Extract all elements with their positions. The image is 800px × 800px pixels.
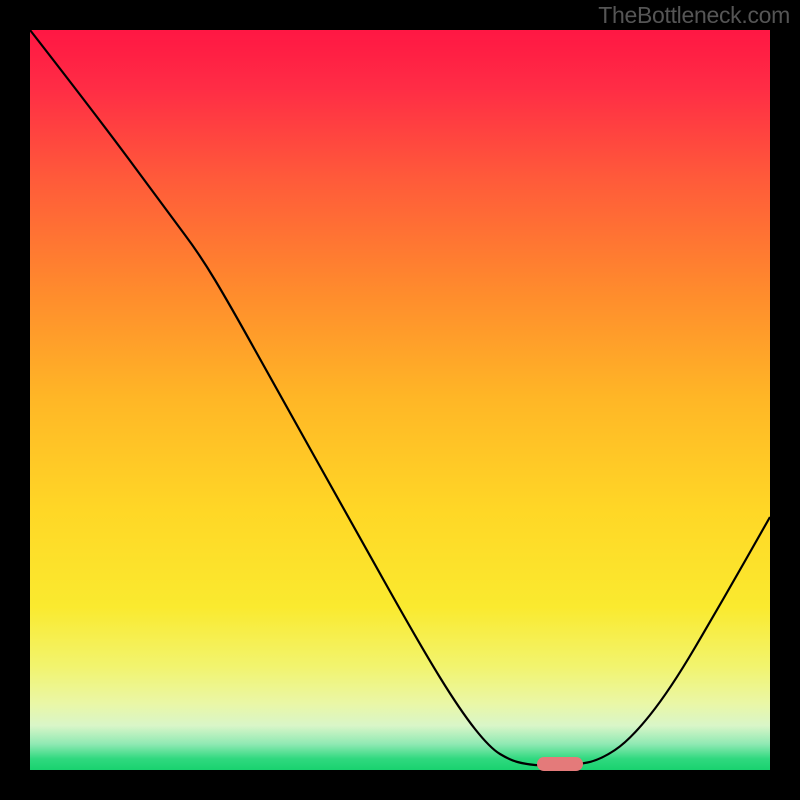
optimal-marker[interactable] xyxy=(537,757,583,771)
chart-container: TheBottleneck.com xyxy=(0,0,800,800)
bottleneck-chart xyxy=(0,0,800,800)
watermark-text: TheBottleneck.com xyxy=(598,2,790,29)
plot-area xyxy=(30,30,770,770)
